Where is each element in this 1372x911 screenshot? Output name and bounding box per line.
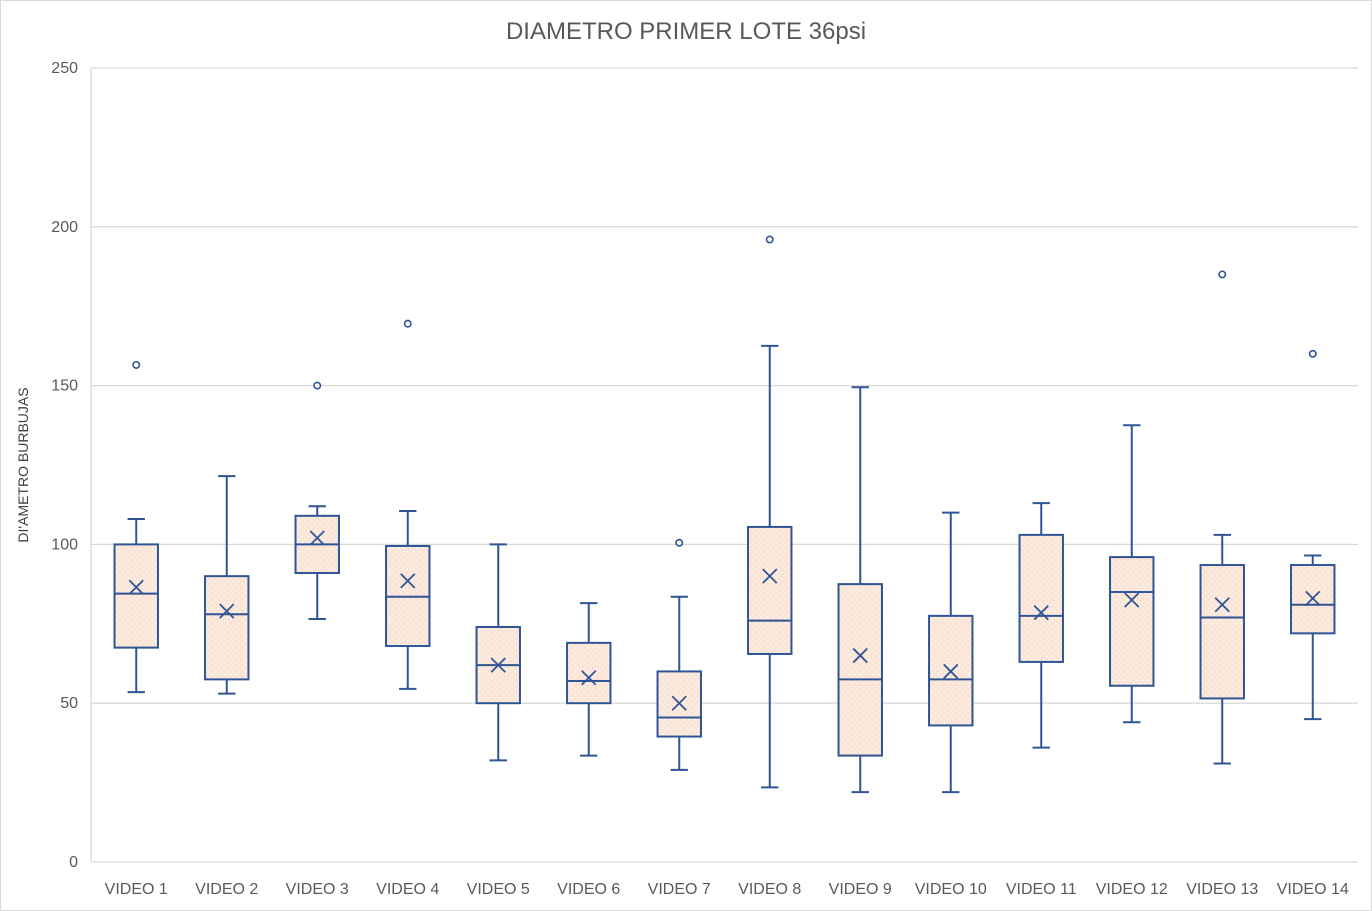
y-tick-label: 250 — [51, 60, 78, 77]
iqr-box — [747, 525, 793, 655]
mean-marker — [581, 670, 597, 686]
boxes — [113, 235, 1336, 794]
outlier-point — [675, 538, 684, 547]
mean-marker — [309, 530, 325, 546]
outlier-point — [765, 235, 774, 244]
box-5 — [475, 543, 521, 762]
mean-marker — [128, 579, 144, 595]
box-6 — [566, 602, 612, 757]
iqr-box — [1199, 564, 1245, 700]
box-1 — [113, 360, 159, 694]
iqr-box — [1109, 556, 1155, 687]
y-tick-label: 200 — [51, 219, 78, 236]
mean-marker — [490, 657, 506, 673]
box-12 — [1109, 424, 1155, 724]
box-7 — [656, 538, 702, 771]
y-tick-label: 50 — [60, 695, 78, 712]
x-tick-label: VIDEO 2 — [195, 881, 258, 898]
iqr-box — [113, 543, 159, 649]
mean-marker — [943, 663, 959, 680]
box-13 — [1199, 270, 1245, 765]
box-14 — [1290, 349, 1336, 721]
mean-marker — [219, 603, 235, 619]
box-4 — [385, 319, 431, 690]
x-tick-label: VIDEO 4 — [376, 881, 439, 898]
outlier-point — [1308, 349, 1317, 358]
mean-marker — [852, 647, 868, 664]
mean-marker — [671, 695, 687, 711]
iqr-box — [566, 641, 612, 705]
x-tick-label: VIDEO 9 — [829, 881, 892, 898]
outlier-point — [1218, 270, 1227, 279]
x-tick-label: VIDEO 3 — [286, 881, 349, 898]
x-tick-label: VIDEO 5 — [467, 881, 530, 898]
gridlines — [90, 67, 1358, 863]
x-tick-label: VIDEO 12 — [1096, 881, 1168, 898]
x-tick-label: VIDEO 6 — [557, 881, 620, 898]
x-tick-label: VIDEO 11 — [1006, 881, 1077, 898]
x-axis-ticks: VIDEO 1 VIDEO 2 VIDEO 3 VIDEO 4 VIDEO 5 VIDEO… — [105, 881, 1349, 898]
y-axis-label: DI'AMETRO BURBUJAS — [15, 387, 31, 542]
mean-marker — [1033, 605, 1049, 621]
box-11 — [1018, 502, 1064, 749]
mean-marker — [1305, 590, 1321, 607]
mean-marker — [400, 573, 416, 589]
box-3 — [294, 381, 340, 621]
box-2 — [204, 475, 250, 695]
mean-marker — [1214, 597, 1230, 613]
mean-marker — [1124, 592, 1140, 608]
iqr-box — [1018, 533, 1064, 663]
x-tick-label: VIDEO 14 — [1277, 881, 1349, 898]
box-10 — [928, 511, 974, 794]
chart-title: DIAMETRO PRIMER LOTE 36psi — [506, 18, 866, 45]
outlier-point — [313, 381, 322, 390]
iqr-box — [204, 575, 250, 681]
iqr-box — [837, 583, 883, 757]
x-tick-label: VIDEO 10 — [915, 881, 987, 898]
y-tick-label: 100 — [51, 536, 78, 553]
x-tick-label: VIDEO 13 — [1186, 881, 1258, 898]
mean-marker — [762, 568, 778, 584]
y-tick-label: 0 — [69, 854, 78, 871]
x-tick-label: VIDEO 1 — [105, 881, 168, 898]
outlier-point — [132, 360, 141, 369]
y-tick-label: 150 — [51, 378, 78, 395]
outlier-point — [403, 319, 412, 328]
box-9 — [837, 386, 883, 794]
x-tick-label: VIDEO 8 — [738, 881, 801, 898]
x-tick-label: VIDEO 7 — [648, 881, 711, 898]
y-axis-ticks: 0 50 100 150 200 250 — [51, 60, 78, 871]
box-8 — [747, 235, 793, 789]
iqr-box — [656, 670, 702, 738]
